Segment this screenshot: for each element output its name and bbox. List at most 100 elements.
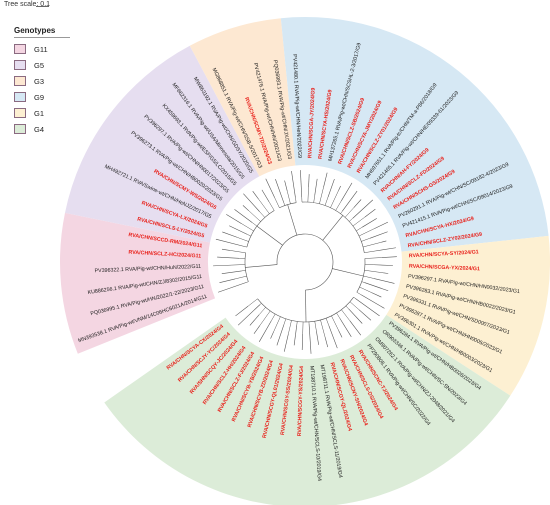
terminal-branch: [291, 170, 296, 198]
internal-branch: [237, 237, 249, 242]
terminal-branch: [275, 179, 285, 203]
sector-g1: [386, 235, 550, 396]
internal-branch: [307, 187, 309, 203]
terminal-branch: [349, 320, 362, 336]
clade-stem: [305, 289, 307, 322]
legend-item-g1: G1: [14, 105, 70, 121]
terminal-branch: [222, 231, 238, 238]
internal-branch: [345, 305, 349, 310]
legend-swatch-g11: [14, 44, 26, 54]
terminal-branch: [374, 221, 389, 229]
internal-branch: [258, 307, 266, 315]
legend-item-g3: G3: [14, 73, 70, 89]
genotype-legend: Genotypes G11 G5 G3 G9 G1 G4: [14, 26, 70, 137]
terminal-branch: [369, 231, 388, 239]
terminal-branch: [383, 272, 389, 274]
terminal-branch: [358, 309, 372, 321]
internal-branch: [259, 211, 266, 218]
terminal-branch: [283, 334, 289, 352]
internal-branch: [361, 281, 365, 283]
internal-branch: [325, 318, 330, 326]
tree-scale-bar: [36, 6, 49, 7]
internal-branch: [324, 196, 329, 206]
terminal-branch: [348, 308, 363, 324]
terminal-branch: [371, 292, 382, 298]
terminal-branch: [235, 305, 249, 317]
terminal-branch: [327, 178, 335, 198]
terminal-branch: [308, 323, 312, 354]
terminal-branch: [261, 189, 270, 203]
internal-branch: [258, 199, 270, 214]
terminal-branch: [364, 282, 389, 292]
internal-branch: [259, 310, 271, 326]
sector-g9: [280, 17, 549, 252]
internal-branch: [319, 187, 324, 204]
internal-branch: [353, 296, 356, 299]
terminal-branch: [237, 304, 261, 326]
terminal-branch: [252, 191, 259, 200]
internal-branch: [274, 197, 280, 208]
internal-branch: [313, 195, 315, 203]
tree-scale-label: Tree scale: 0.1: [4, 1, 51, 8]
internal-branch: [363, 275, 375, 279]
leaf-label: RVA/CHN/SCGA-YX/2024/G1: [409, 264, 480, 273]
terminal-branch: [221, 270, 242, 274]
internal-branch: [247, 234, 251, 237]
terminal-branch: [375, 247, 396, 252]
internal-branch: [295, 197, 297, 203]
internal-branch: [248, 210, 261, 222]
internal-branch: [363, 241, 382, 248]
terminal-branch: [276, 324, 285, 346]
internal-branch: [234, 275, 247, 280]
terminal-branch: [352, 199, 374, 219]
terminal-branch: [258, 320, 272, 342]
terminal-branch: [300, 170, 303, 198]
sector-g4: [104, 314, 511, 505]
terminal-branch: [323, 172, 328, 188]
internal-branch: [340, 211, 343, 214]
terminal-branch: [338, 185, 341, 191]
terminal-branch: [381, 240, 387, 243]
internal-branch: [335, 200, 342, 211]
legend-title: Genotypes: [14, 26, 56, 35]
terminal-branch: [360, 294, 385, 309]
legend-item-g4: G4: [14, 121, 70, 137]
terminal-branch: [338, 330, 343, 338]
internal-branch: [283, 202, 286, 206]
tree-branches: [213, 170, 397, 354]
terminal-branch: [217, 256, 240, 259]
terminal-branch: [243, 193, 260, 212]
terminal-branch: [308, 174, 310, 188]
legend-swatch-g9: [14, 92, 26, 102]
terminal-branch: [219, 278, 236, 283]
internal-branch: [246, 281, 249, 283]
terminal-branch: [293, 325, 298, 346]
legend-swatch-g4: [14, 124, 26, 134]
internal-branch: [352, 216, 366, 227]
internal-branch: [268, 201, 275, 211]
terminal-branch: [249, 314, 260, 326]
legend-swatch-g1: [14, 108, 26, 118]
legend-label-g9: G9: [34, 92, 45, 102]
legend-swatch-g3: [14, 76, 26, 86]
internal-branch: [288, 320, 292, 335]
legend-swatch-g5: [14, 60, 26, 70]
terminal-branch: [342, 190, 358, 212]
terminal-branch: [253, 325, 261, 334]
terminal-branch: [218, 282, 247, 293]
legend-item-g9: G9: [14, 89, 70, 105]
leaf-label: PV421480.1 RVA/Pig-wt/CHN/HeN/2022/G9: [291, 54, 302, 158]
internal-branch: [356, 226, 363, 232]
internal-branch: [241, 223, 254, 232]
clade-stem: [256, 225, 283, 246]
internal-branch: [356, 292, 362, 295]
internal-branch: [314, 321, 317, 332]
clade-stem: [322, 215, 344, 241]
terminal-branch: [265, 178, 275, 198]
internal-branch: [273, 316, 281, 332]
genotype-sectors: [60, 17, 550, 505]
leaf-label: RVA/CHN/SCGA-JY/2024/G9: [307, 88, 316, 159]
internal-branch: [283, 318, 287, 325]
